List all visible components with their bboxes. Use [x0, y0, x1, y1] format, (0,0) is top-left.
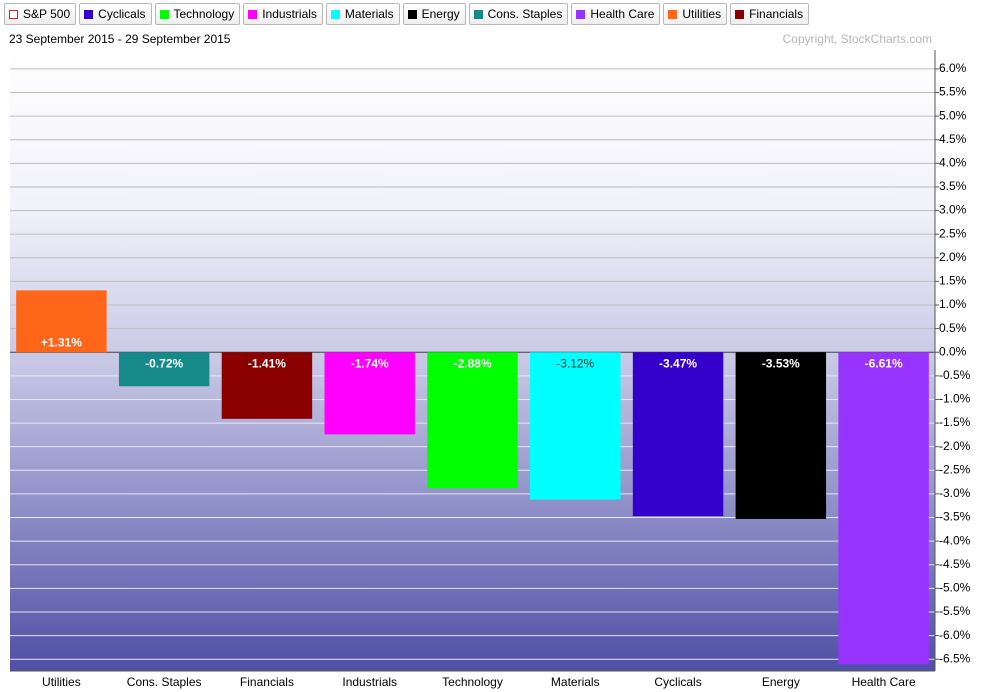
bar	[838, 352, 929, 665]
bar	[427, 352, 518, 489]
copyright: Copyright, StockCharts.com	[783, 32, 932, 46]
value-label: -3.53%	[762, 356, 800, 370]
legend-label: Financials	[749, 7, 804, 21]
x-tick-label: Financials	[240, 675, 294, 689]
subtitle: 23 September 2015 - 29 September 2015	[9, 32, 231, 46]
bar	[324, 352, 415, 435]
legend-label: Technology	[173, 7, 235, 21]
y-tick-label: 6.0%	[939, 61, 967, 75]
value-label: -1.41%	[248, 356, 286, 370]
y-tick-label: -1.5%	[939, 415, 971, 429]
y-tick-label: -1.0%	[939, 392, 971, 406]
legend-label: Cons. Staples	[487, 7, 563, 21]
bar	[530, 352, 621, 500]
x-tick-label: Industrials	[342, 675, 397, 689]
y-tick-label: -5.0%	[939, 581, 971, 595]
legend-swatch	[330, 9, 340, 19]
legend-item[interactable]: S&P 500	[4, 3, 77, 25]
legend-label: Utilities	[682, 7, 722, 21]
legend-item[interactable]: Cons. Staples	[468, 3, 569, 25]
y-tick-label: -6.0%	[939, 628, 971, 642]
x-tick-label: Utilities	[42, 675, 81, 689]
y-tick-label: -5.5%	[939, 604, 971, 618]
value-label: -0.72%	[145, 356, 183, 370]
legend-swatch	[9, 9, 18, 19]
value-label: -3.47%	[659, 356, 697, 370]
value-label: -6.61%	[865, 356, 903, 370]
legend-swatch	[248, 9, 258, 19]
x-tick-label: Materials	[551, 675, 600, 689]
bar	[735, 352, 827, 519]
y-tick-label: 3.5%	[939, 179, 967, 193]
legend-item[interactable]: Industrials	[243, 3, 323, 25]
bar	[118, 352, 210, 387]
y-tick-label: 3.0%	[939, 203, 967, 217]
y-tick-label: 0.0%	[939, 344, 967, 358]
y-tick-label: 5.0%	[939, 108, 967, 122]
legend-swatch	[668, 9, 678, 19]
legend-item[interactable]: Cyclicals	[79, 3, 152, 25]
y-tick-label: 4.0%	[939, 156, 967, 170]
legend-item[interactable]: Financials	[730, 3, 810, 25]
x-tick-label: Technology	[442, 675, 503, 689]
bar	[221, 352, 313, 419]
y-tick-label: 4.5%	[939, 132, 967, 146]
legend-item[interactable]: Technology	[154, 3, 241, 25]
y-tick-label: -3.0%	[939, 486, 971, 500]
legend-swatch	[407, 9, 417, 19]
y-tick-label: -2.5%	[939, 462, 971, 476]
y-tick-label: -4.5%	[939, 557, 971, 571]
x-tick-label: Energy	[762, 675, 800, 689]
legend: S&P 500 Cyclicals Technology Industrials Mat…	[4, 3, 810, 25]
legend-label: Cyclicals	[98, 7, 146, 21]
value-label: -1.74%	[351, 356, 389, 370]
legend-label: Industrials	[262, 7, 317, 21]
legend-swatch	[473, 9, 483, 19]
y-tick-label: -2.0%	[939, 439, 971, 453]
legend-swatch	[84, 9, 94, 19]
bar	[16, 290, 107, 353]
y-tick-label: 1.0%	[939, 297, 967, 311]
legend-label: Health Care	[590, 7, 655, 21]
bar	[632, 352, 724, 517]
legend-label: Energy	[421, 7, 460, 21]
y-tick-label: -6.5%	[939, 651, 971, 665]
legend-label: S&P 500	[23, 7, 71, 21]
legend-label: Materials	[344, 7, 394, 21]
y-tick-label: 5.5%	[939, 85, 967, 99]
y-tick-label: 2.5%	[939, 226, 967, 240]
y-tick-label: -4.0%	[939, 533, 971, 547]
y-tick-label: 1.5%	[939, 274, 967, 288]
y-tick-label: -0.5%	[939, 368, 971, 382]
value-label: +1.31%	[41, 335, 82, 349]
x-tick-label: Health Care	[852, 675, 916, 689]
legend-item[interactable]: Materials	[325, 3, 400, 25]
x-tick-label: Cyclicals	[654, 675, 701, 689]
legend-swatch	[159, 9, 169, 19]
y-tick-label: 0.5%	[939, 321, 967, 335]
legend-swatch	[735, 9, 745, 19]
legend-item[interactable]: Health Care	[571, 3, 661, 25]
value-label: -3.12%	[556, 356, 594, 370]
legend-swatch	[576, 9, 586, 19]
legend-item[interactable]: Utilities	[663, 3, 728, 25]
x-tick-label: Cons. Staples	[127, 675, 202, 689]
legend-item[interactable]: Energy	[402, 3, 466, 25]
value-label: -2.88%	[453, 356, 491, 370]
y-tick-label: -3.5%	[939, 510, 971, 524]
y-tick-label: 2.0%	[939, 250, 967, 264]
